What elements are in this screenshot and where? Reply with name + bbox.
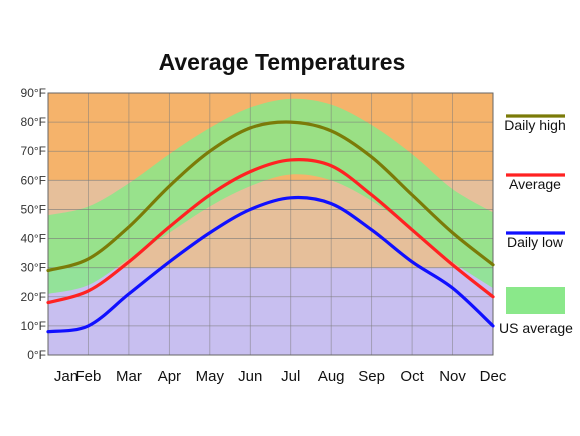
legend: Daily high Average Daily low US average <box>499 114 573 336</box>
legend-label: Daily high <box>504 117 565 133</box>
series-line-daily-low <box>46 195 495 334</box>
y-tick-label: 50°F <box>21 202 46 216</box>
x-tick-label: Aug <box>318 368 345 385</box>
y-tick-label: 80°F <box>21 115 46 129</box>
y-tick-label: 40°F <box>21 232 46 246</box>
series-line-average <box>46 158 495 305</box>
axis-layer: 0°F 10°F 20°F 30°F 40°F 50°F 60°F 70°F 80°F 90°F J… <box>21 86 507 385</box>
y-tick-label: 20°F <box>21 290 46 304</box>
legend-label: Average <box>509 176 561 192</box>
x-tick-label: Dec <box>480 368 507 385</box>
x-tick-label: Jan <box>54 368 78 385</box>
us-average-band-layer <box>48 98 493 294</box>
y-tick-label: 30°F <box>21 261 46 275</box>
x-tick-label: May <box>196 368 225 385</box>
us-average-band <box>48 98 493 294</box>
x-tick-label: Jun <box>238 368 262 385</box>
x-tick-label: Jul <box>281 368 300 385</box>
background-band-2 <box>48 267 493 355</box>
plot-border <box>47 92 494 356</box>
x-tick-label: Feb <box>76 368 102 385</box>
legend-label: US average <box>499 320 573 336</box>
x-tick-label: Mar <box>116 368 142 385</box>
y-tick-label: 60°F <box>21 173 46 187</box>
legend-swatch-us-average <box>506 287 565 314</box>
series-layer <box>46 120 495 334</box>
series-line-daily-high <box>46 120 495 273</box>
x-tick-label: Oct <box>400 368 424 385</box>
y-tick-label: 0°F <box>27 348 46 362</box>
y-tick-label: 70°F <box>21 144 46 158</box>
x-tick-label: Sep <box>358 368 385 385</box>
x-tick-label: Apr <box>158 368 181 385</box>
x-tick-label: Nov <box>439 368 466 385</box>
chart-title: Average Temperatures <box>159 49 406 75</box>
y-tick-label: 10°F <box>21 319 46 333</box>
legend-label: Daily low <box>507 234 564 250</box>
y-tick-label: 90°F <box>21 86 46 100</box>
